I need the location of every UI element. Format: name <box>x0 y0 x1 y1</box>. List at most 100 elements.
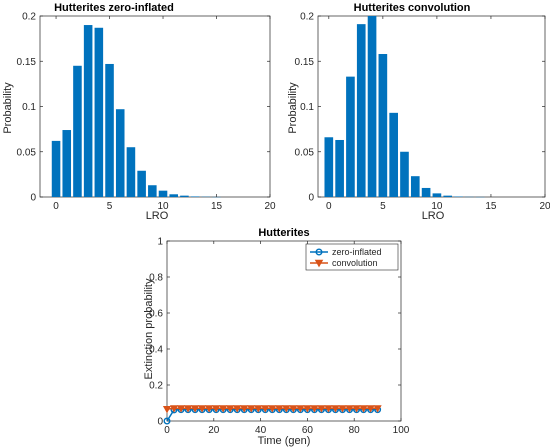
x-tick-label: 5 <box>380 201 386 212</box>
data-point <box>303 405 312 413</box>
x-tick-label: 5 <box>107 201 113 212</box>
data-point <box>331 405 340 413</box>
data-point <box>212 405 221 413</box>
bar <box>346 76 355 197</box>
data-point <box>191 405 200 413</box>
y-tick-label: 0.4 <box>149 345 163 356</box>
data-point <box>338 405 347 413</box>
bar <box>356 24 366 197</box>
x-axis-label: LRO <box>146 210 169 222</box>
y-axis-label: Probability <box>2 82 14 134</box>
data-point <box>359 405 368 413</box>
data-point <box>226 405 235 413</box>
y-tick-label: 1 <box>157 237 163 248</box>
data-point <box>282 405 291 413</box>
data-point <box>373 405 382 413</box>
bar <box>137 170 146 197</box>
x-axis-label: Time (gen) <box>258 435 311 447</box>
chart-title: Hutterites zero-inflated <box>54 2 174 14</box>
y-tick-label: 0.1 <box>22 102 36 113</box>
data-point <box>233 405 242 413</box>
bar <box>324 137 334 197</box>
bar <box>400 151 409 197</box>
legend-marker <box>314 259 324 268</box>
data-point <box>163 417 171 425</box>
x-tick-label: 80 <box>349 425 361 436</box>
bar <box>443 195 453 197</box>
plot-area <box>317 15 546 198</box>
x-tick-label: 0 <box>53 201 59 212</box>
data-point <box>183 405 193 413</box>
data-point <box>317 405 326 413</box>
bar <box>410 176 420 197</box>
chart-hutterites: Hutterites Extinction probability Time (… <box>143 227 410 447</box>
x-tick-label: 0 <box>164 425 170 436</box>
data-point <box>296 405 305 413</box>
data-point <box>162 405 172 414</box>
y-tick-label: 0.2 <box>22 12 36 23</box>
x-tick-label: 20 <box>264 201 276 212</box>
y-tick-label: 0.2 <box>149 381 163 392</box>
bar <box>94 27 104 197</box>
chart-title: Hutterites convolution <box>354 2 471 14</box>
bar <box>389 112 398 197</box>
y-tick-label: 0.1 <box>300 102 314 113</box>
data-point <box>366 405 375 413</box>
x-tick-label: 10 <box>157 201 169 212</box>
data-point <box>169 405 179 413</box>
bar <box>51 140 61 197</box>
x-tick-label: 20 <box>208 425 220 436</box>
data-point <box>289 405 298 413</box>
bar <box>367 16 377 197</box>
y-tick-label: 0.15 <box>295 57 315 68</box>
chart-title: Hutterites <box>258 227 309 239</box>
data-point <box>324 405 333 413</box>
data-point <box>310 405 319 413</box>
y-tick-label: 0.6 <box>149 309 163 320</box>
y-tick-label: 0.15 <box>17 57 37 68</box>
y-axis-label: Extinction probability <box>143 278 155 379</box>
chart-convolution: Hutterites convolution Probability LRO 0… <box>287 2 550 222</box>
y-tick-label: 0 <box>30 193 36 204</box>
bar <box>62 130 72 197</box>
data-point <box>261 405 270 413</box>
bar <box>432 193 442 197</box>
y-tick-label: 0.05 <box>295 147 315 158</box>
bar <box>190 196 200 197</box>
y-tick-label: 0.8 <box>149 273 163 284</box>
y-tick-label: 0 <box>157 417 163 428</box>
legend-marker <box>315 248 323 256</box>
y-axis-label: Probability <box>287 82 299 134</box>
y-tick-label: 0.2 <box>300 12 314 23</box>
x-tick-label: 100 <box>393 425 410 436</box>
bar <box>378 54 388 198</box>
data-point <box>219 405 228 413</box>
bar <box>421 187 431 197</box>
legend-entry: convolution <box>332 258 378 268</box>
data-point <box>198 405 207 413</box>
data-point <box>254 405 263 413</box>
x-axis-label: LRO <box>422 210 445 222</box>
data-point <box>345 405 354 413</box>
bar <box>158 190 168 197</box>
bar <box>335 139 344 197</box>
plot-area <box>166 240 402 422</box>
legend <box>305 243 399 271</box>
x-tick-label: 20 <box>539 201 550 212</box>
data-point <box>176 405 186 413</box>
bar <box>180 195 189 197</box>
bar <box>148 185 157 197</box>
data-point <box>240 405 249 413</box>
data-point <box>205 405 214 413</box>
x-tick-label: 60 <box>302 425 314 436</box>
legend-entry: zero-inflated <box>332 247 382 257</box>
chart-zero-inflated: Hutterites zero-inflated Probability LRO… <box>2 2 276 222</box>
x-tick-label: 15 <box>211 201 223 212</box>
x-tick-label: 0 <box>326 201 332 212</box>
data-point <box>275 405 284 413</box>
bar <box>83 25 93 197</box>
y-tick-label: 0.05 <box>17 147 37 158</box>
bar <box>105 63 114 198</box>
bar <box>169 194 178 197</box>
